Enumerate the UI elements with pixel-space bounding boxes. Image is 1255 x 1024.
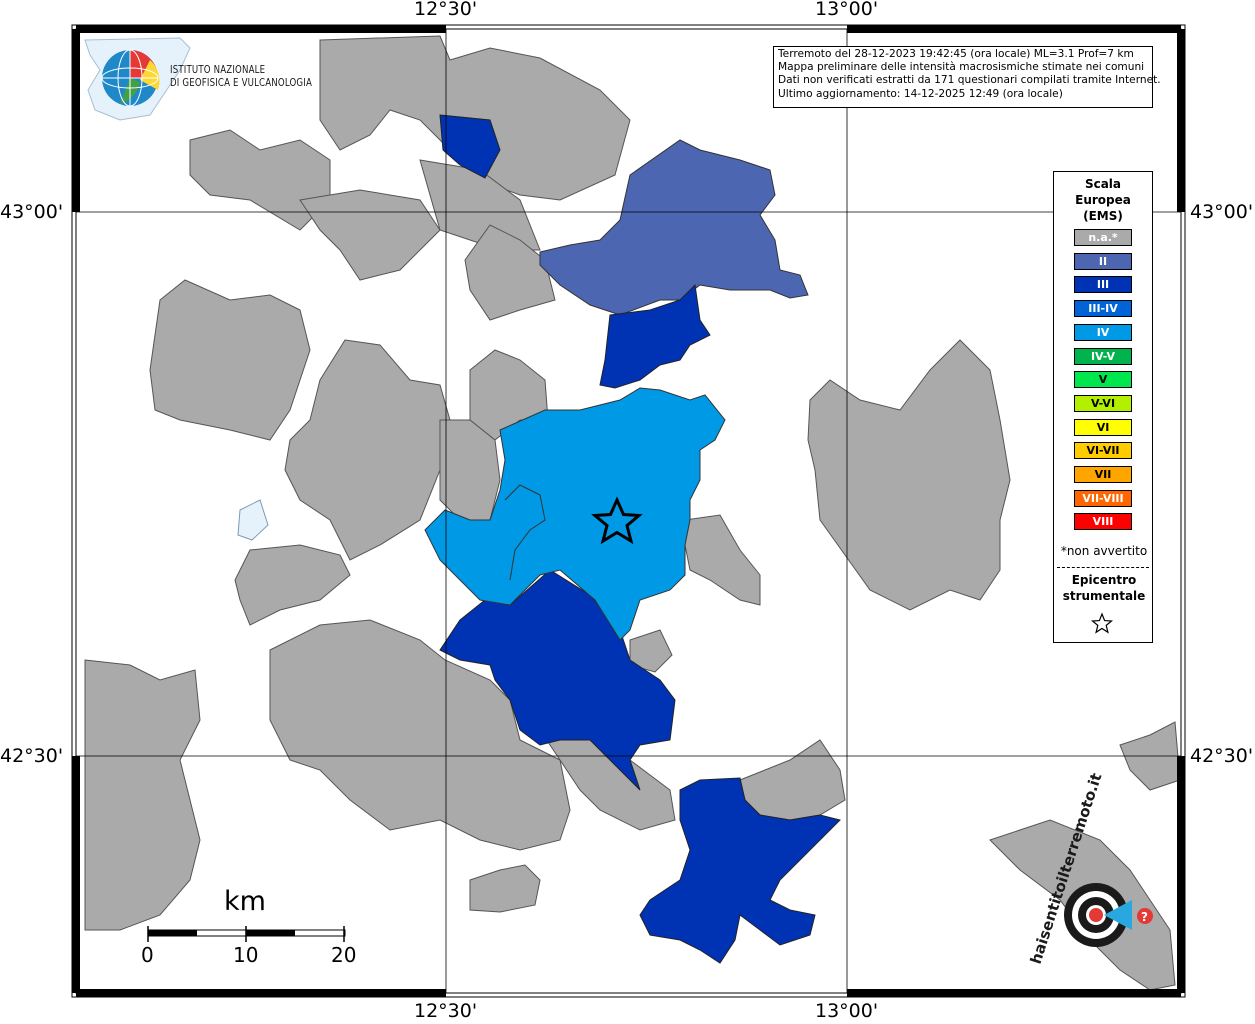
municipality-na xyxy=(237,499,269,541)
municipality-na xyxy=(469,864,541,913)
municipality-na xyxy=(464,224,556,321)
legend-epicenter-line: strumentale xyxy=(1062,589,1146,603)
legend-divider xyxy=(1057,567,1149,568)
ems-legend: Scala Europea (EMS) n.a.* II III III-IV IV IV… xyxy=(1053,171,1153,643)
graticule xyxy=(76,29,1181,993)
municipalities-not-felt xyxy=(84,35,1181,991)
legend-note: *non avvertito xyxy=(1060,544,1148,558)
info-line-update: Ultimo aggiornamento: 14-12-2025 12:49 (… xyxy=(778,87,1063,100)
municipalities-intensity-iii xyxy=(439,114,841,964)
legend-title: Scala Europea (EMS) xyxy=(1054,176,1152,224)
lon-label-top-1230: 12°30' xyxy=(414,0,478,20)
legend-swatch: III xyxy=(1074,276,1132,294)
legend-title-line: Scala xyxy=(1084,177,1122,191)
ingv-line2: DI GEOFISICA E VULCANOLOGIA xyxy=(170,77,313,89)
legend-epicenter-label: Epicentro strumentale xyxy=(1054,572,1154,604)
ingv-line1: ISTITUTO NAZIONALE xyxy=(170,64,266,76)
svg-text:?: ? xyxy=(1141,910,1148,924)
ingv-logo xyxy=(84,37,191,121)
scale-label-20: 20 xyxy=(331,943,357,967)
municipality-na xyxy=(269,619,571,851)
municipality-na xyxy=(284,339,451,561)
municipality-na xyxy=(684,514,761,606)
municipality-na xyxy=(234,544,351,626)
municipality-na xyxy=(439,419,501,521)
info-line-event: Terremoto del 28-12-2023 19:42:45 (ora l… xyxy=(778,48,1134,60)
municipality-na xyxy=(807,339,1011,611)
info-line-map: Mappa preliminare delle intensità macros… xyxy=(778,61,1145,74)
ingv-logo-text: ISTITUTO NAZIONALE DI GEOFISICA E VULCAN… xyxy=(170,64,312,90)
epicenter-star xyxy=(591,496,643,545)
earthquake-info-box: Terremoto del 28-12-2023 19:42:45 (ora l… xyxy=(773,46,1161,108)
boundary-line xyxy=(504,484,546,581)
legend-swatch: III-IV xyxy=(1074,300,1132,318)
legend-swatch: VII-VIII xyxy=(1074,489,1132,507)
lat-label-right-4300: 43°00' xyxy=(1190,201,1254,223)
municipality-intensity-iii xyxy=(439,114,501,179)
lat-label-right-4230: 42°30' xyxy=(1190,745,1254,767)
lon-label-top-1300: 13°00' xyxy=(815,0,879,20)
scale-label-0: 0 xyxy=(141,943,154,967)
municipality-na xyxy=(149,279,311,441)
legend-swatch: II xyxy=(1074,252,1132,270)
legend-swatch: V-VI xyxy=(1074,394,1132,412)
legend-swatch: n.a.* xyxy=(1074,229,1132,246)
lat-label-left-4230: 42°30' xyxy=(0,745,64,767)
info-line-data: Dati non verificati estratti da 171 ques… xyxy=(778,74,1161,87)
municipality-intensity-iv xyxy=(424,387,726,641)
scale-unit: km xyxy=(224,886,266,917)
lon-label-bottom-1300: 13°00' xyxy=(815,1000,879,1022)
scale-label-10: 10 xyxy=(233,943,259,967)
legend-epicenter-line: Epicentro xyxy=(1071,573,1137,587)
legend-swatch: V xyxy=(1074,371,1132,389)
legend-swatch: VI-VII xyxy=(1074,442,1132,460)
lon-label-bottom-1230: 12°30' xyxy=(414,1000,478,1022)
municipality-na xyxy=(299,189,441,281)
legend-swatch: VI xyxy=(1074,418,1132,436)
scale-bar xyxy=(147,926,346,942)
star-icon xyxy=(1090,612,1114,634)
legend-swatch: VIII xyxy=(1074,513,1132,531)
municipality-intensity-ii xyxy=(539,139,809,316)
legend-swatch: IV-V xyxy=(1074,347,1132,365)
lat-label-left-4300: 43°00' xyxy=(0,201,64,223)
legend-title-line: Europea xyxy=(1075,193,1131,207)
municipality-intensity-iii xyxy=(639,777,841,964)
map-frame xyxy=(71,24,1186,998)
municipality-na xyxy=(84,659,201,931)
legend-title-line: (EMS) xyxy=(1083,209,1123,223)
legend-swatch: IV xyxy=(1074,323,1132,341)
legend-swatch: VII xyxy=(1074,466,1132,483)
municipality-intensity-iii xyxy=(599,283,711,389)
